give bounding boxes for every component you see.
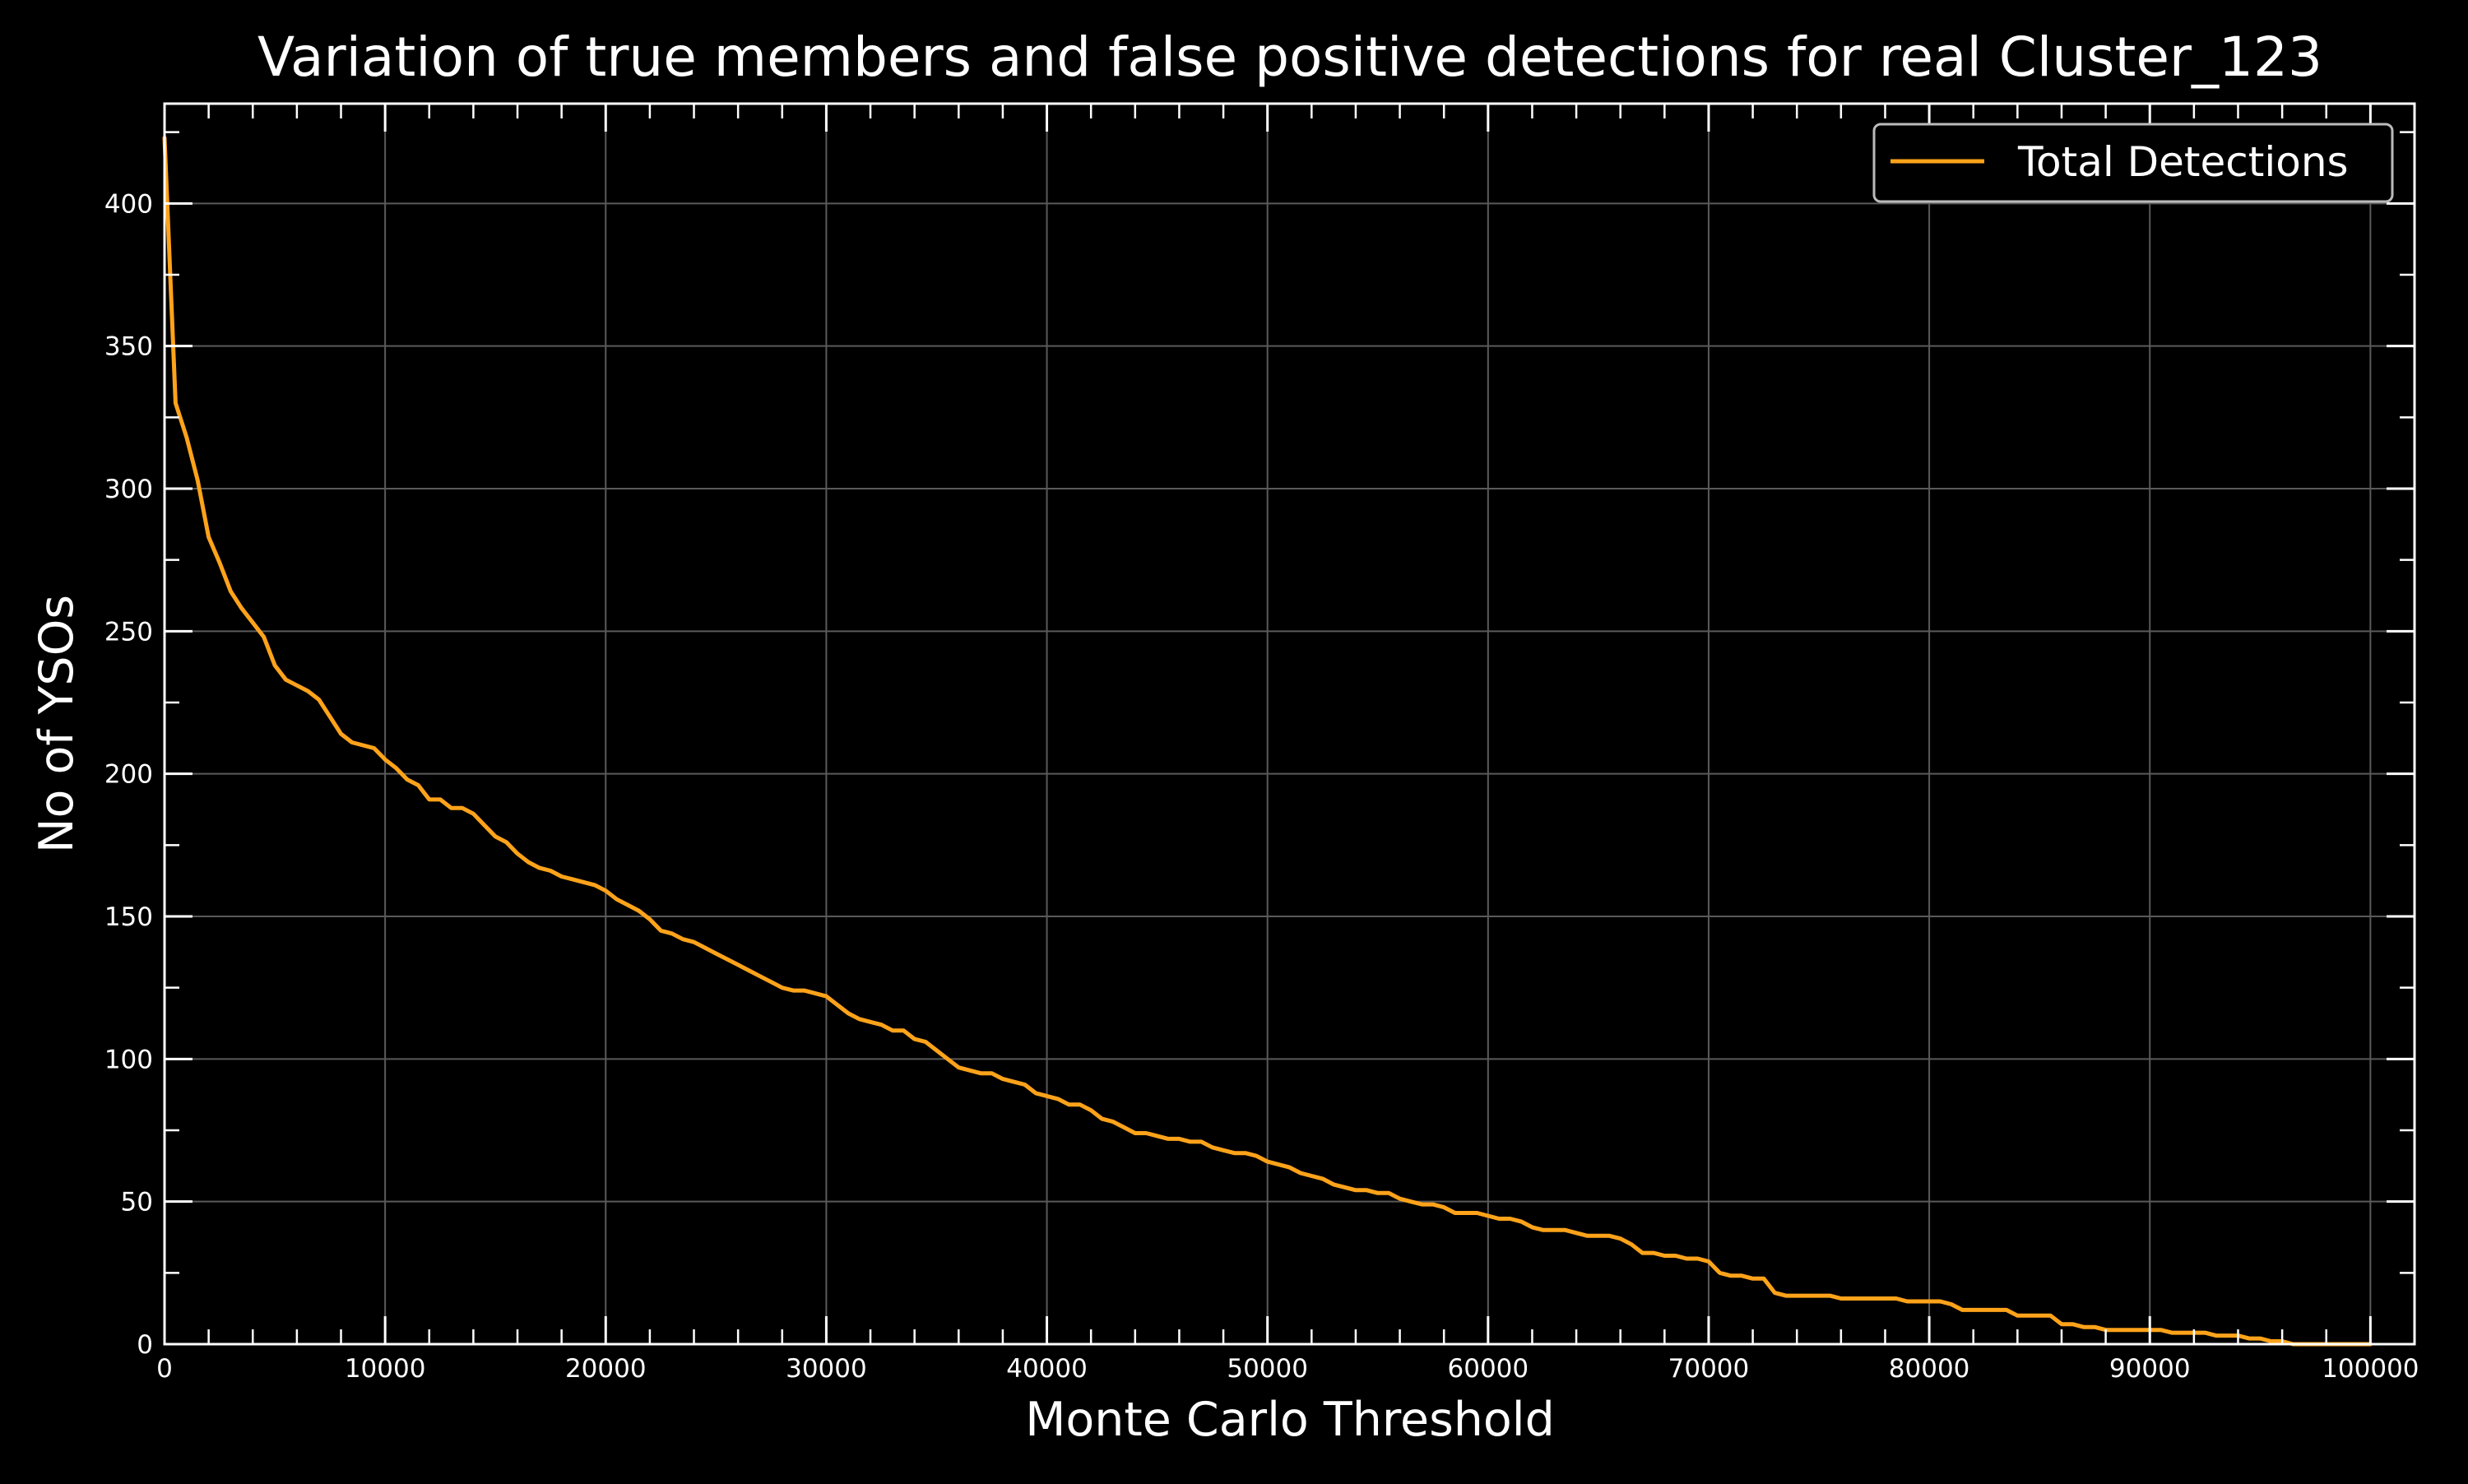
y-tick-label: 300 — [104, 475, 153, 504]
x-tick-label: 70000 — [1668, 1354, 1750, 1384]
series-layer — [162, 136, 2373, 1347]
x-axis-label: Monte Carlo Threshold — [1025, 1393, 1555, 1447]
legend: Total Detections — [1872, 123, 2394, 203]
legend-label-total-detections: Total Detections — [2017, 138, 2349, 186]
y-tick-label: 150 — [104, 902, 153, 932]
x-tick-label: 10000 — [345, 1354, 426, 1384]
axis-ticks — [163, 104, 2416, 1346]
x-tick-label: 60000 — [1448, 1354, 1529, 1384]
y-tick-label: 200 — [104, 760, 153, 790]
y-tick-label: 350 — [104, 332, 153, 362]
x-tick-label: 50000 — [1227, 1354, 1308, 1384]
x-tick-label: 30000 — [786, 1354, 867, 1384]
y-tick-label: 400 — [104, 189, 153, 219]
x-tick-label: 0 — [156, 1354, 173, 1384]
series-line-total-detections — [162, 136, 2373, 1347]
plot-frame — [163, 102, 2416, 1346]
x-tick-label: 80000 — [1889, 1354, 1970, 1384]
x-tick-label: 100000 — [2322, 1354, 2419, 1384]
x-tick-label: 20000 — [565, 1354, 647, 1384]
y-tick-label: 50 — [121, 1188, 153, 1217]
y-axis-label: No of YSOs — [30, 595, 84, 853]
tick-labels: 0 10000 20000 30000 40000 50000 60000 70000 8000… — [104, 189, 2419, 1384]
y-tick-label: 250 — [104, 617, 153, 647]
chart-title: Variation of true members and false posi… — [257, 26, 2322, 89]
x-tick-label: 40000 — [1006, 1354, 1088, 1384]
legend-box — [1872, 123, 2394, 203]
y-tick-label: 0 — [137, 1330, 153, 1360]
y-tick-label: 100 — [104, 1045, 153, 1074]
x-tick-label: 90000 — [2109, 1354, 2191, 1384]
